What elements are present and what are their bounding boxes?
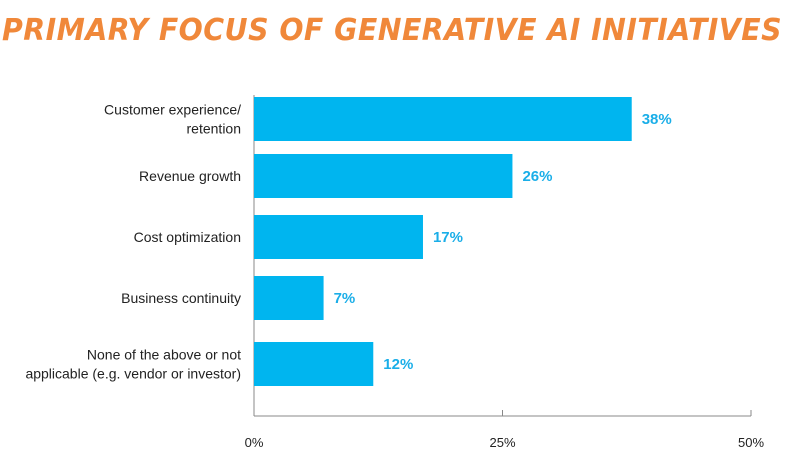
data-label: 17% — [433, 229, 463, 246]
category-label: Customer experience/retention — [104, 102, 241, 137]
category-label-line: Business continuity — [121, 290, 241, 306]
chart-title: PRIMARY FOCUS OF GENERATIVE AI INITIATIV… — [2, 13, 782, 48]
bars: 38% 26% 17% 7% 12% — [254, 97, 672, 386]
category-label-line: Cost optimization — [134, 229, 241, 245]
category-label-line: applicable (e.g. vendor or investor) — [25, 366, 241, 382]
data-label: 26% — [522, 168, 552, 185]
category-label-line: Revenue growth — [139, 168, 241, 184]
category-label: Business continuity — [121, 290, 241, 306]
x-tick-label: 0% — [245, 435, 264, 450]
category-labels: Customer experience/retention Revenue gro… — [25, 102, 241, 382]
bar — [254, 215, 423, 259]
x-axis: 0% 25% 50% — [245, 95, 764, 450]
bar — [254, 154, 513, 198]
category-label: Revenue growth — [139, 168, 241, 184]
data-label: 7% — [334, 290, 356, 307]
bar — [254, 97, 632, 141]
category-label-line: retention — [187, 121, 241, 137]
category-label: None of the above or not applicable (e.g.… — [25, 347, 241, 382]
data-label: 12% — [383, 356, 413, 373]
x-tick-label: 25% — [489, 435, 515, 450]
bar — [254, 276, 324, 320]
data-label: 38% — [642, 111, 672, 128]
category-label-line: None of the above or not — [87, 347, 241, 363]
x-tick-label: 50% — [738, 435, 764, 450]
category-label-line: Customer experience/ — [104, 102, 241, 118]
bar — [254, 342, 374, 386]
category-label: Cost optimization — [134, 229, 241, 245]
